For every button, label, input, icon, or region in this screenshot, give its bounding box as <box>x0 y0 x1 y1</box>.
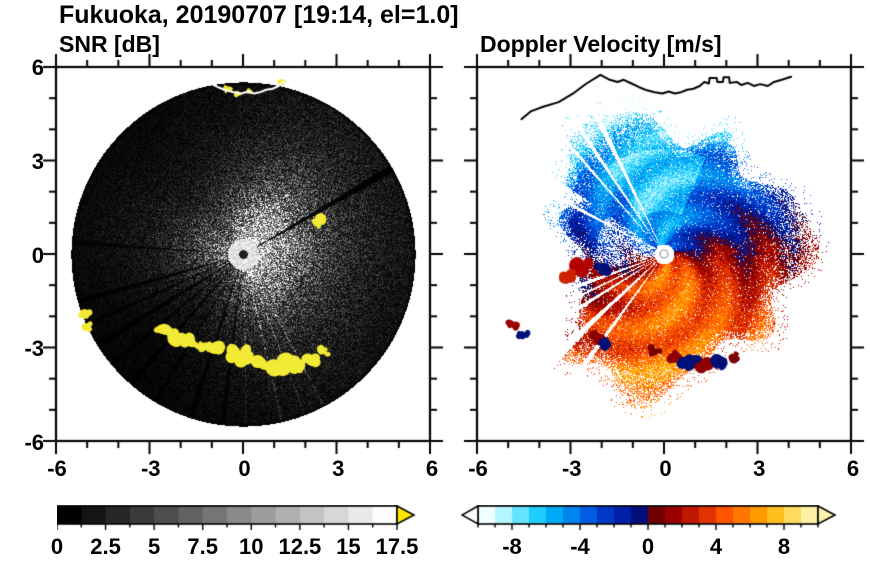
colorbar-tick-label: 5 <box>147 534 161 559</box>
x-tick-label: 3 <box>332 456 345 481</box>
y-tick-label: -6 <box>24 430 44 455</box>
y-tick-label: 3 <box>31 148 44 174</box>
colorbar-tick-label: 15 <box>336 534 361 559</box>
colorbar-tick-label: 17.5 <box>375 534 419 559</box>
doppler-scan-plot <box>459 49 869 459</box>
y-tick-label: 6 <box>31 55 44 80</box>
colorbar-tick-label: -8 <box>502 534 522 559</box>
colorbar-tick-label: 12.5 <box>278 534 322 559</box>
x-tick-label: -3 <box>561 456 582 481</box>
doppler-colorbar <box>461 505 837 532</box>
colorbar-tick-label: 10 <box>239 534 264 559</box>
x-tick-label: 6 <box>425 456 439 481</box>
colorbar-tick-label: 0 <box>641 534 655 559</box>
y-tick-label: 0 <box>31 242 44 268</box>
snr-scan-plot <box>38 49 448 459</box>
colorbar-tick-label: -4 <box>570 534 590 559</box>
x-tick-label: 0 <box>659 456 672 481</box>
y-tick-label: -3 <box>24 336 44 362</box>
colorbar-tick-label: 8 <box>777 534 791 559</box>
x-tick-label: -6 <box>47 456 67 481</box>
x-tick-label: -3 <box>140 456 161 481</box>
x-tick-label: 0 <box>238 456 251 481</box>
snr-colorbar <box>57 505 419 532</box>
x-tick-label: -6 <box>468 456 488 481</box>
x-tick-label: 3 <box>753 456 766 481</box>
x-tick-label: 6 <box>846 456 860 481</box>
figure-title: Fukuoka, 20190707 [19:14, el=1.0] <box>59 1 459 29</box>
colorbar-tick-label: 7.5 <box>187 534 218 559</box>
colorbar-tick-label: 4 <box>709 534 723 559</box>
colorbar-tick-label: 2.5 <box>90 534 121 559</box>
colorbar-tick-label: 0 <box>50 534 64 559</box>
